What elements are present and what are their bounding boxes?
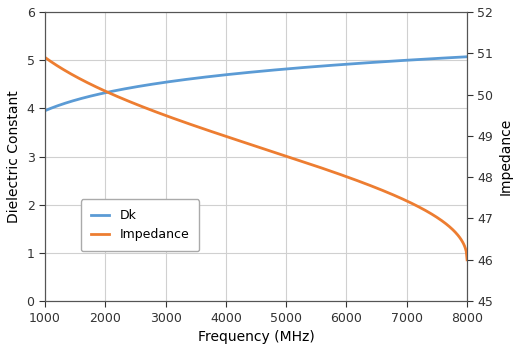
Y-axis label: Dielectric Constant: Dielectric Constant xyxy=(7,90,21,223)
Y-axis label: Impedance: Impedance xyxy=(499,118,513,195)
Impedance xyxy=(454,232,460,236)
Dk xyxy=(42,108,48,113)
Dk xyxy=(293,66,300,70)
Line: Impedance: Impedance xyxy=(45,57,467,260)
Impedance xyxy=(464,258,470,262)
Legend: Dk, Impedance: Dk, Impedance xyxy=(81,199,199,251)
Line: Dk: Dk xyxy=(45,57,467,111)
Dk xyxy=(388,59,394,63)
Impedance xyxy=(242,141,249,145)
Impedance xyxy=(245,141,251,146)
Dk xyxy=(245,70,251,74)
Impedance xyxy=(388,192,394,196)
Dk xyxy=(270,68,277,72)
X-axis label: Frequency (MHz): Frequency (MHz) xyxy=(198,330,315,344)
Dk xyxy=(242,71,249,75)
Impedance xyxy=(42,55,48,59)
Impedance xyxy=(270,150,277,154)
Impedance xyxy=(293,157,300,161)
Dk xyxy=(454,55,460,59)
Dk xyxy=(464,55,470,59)
